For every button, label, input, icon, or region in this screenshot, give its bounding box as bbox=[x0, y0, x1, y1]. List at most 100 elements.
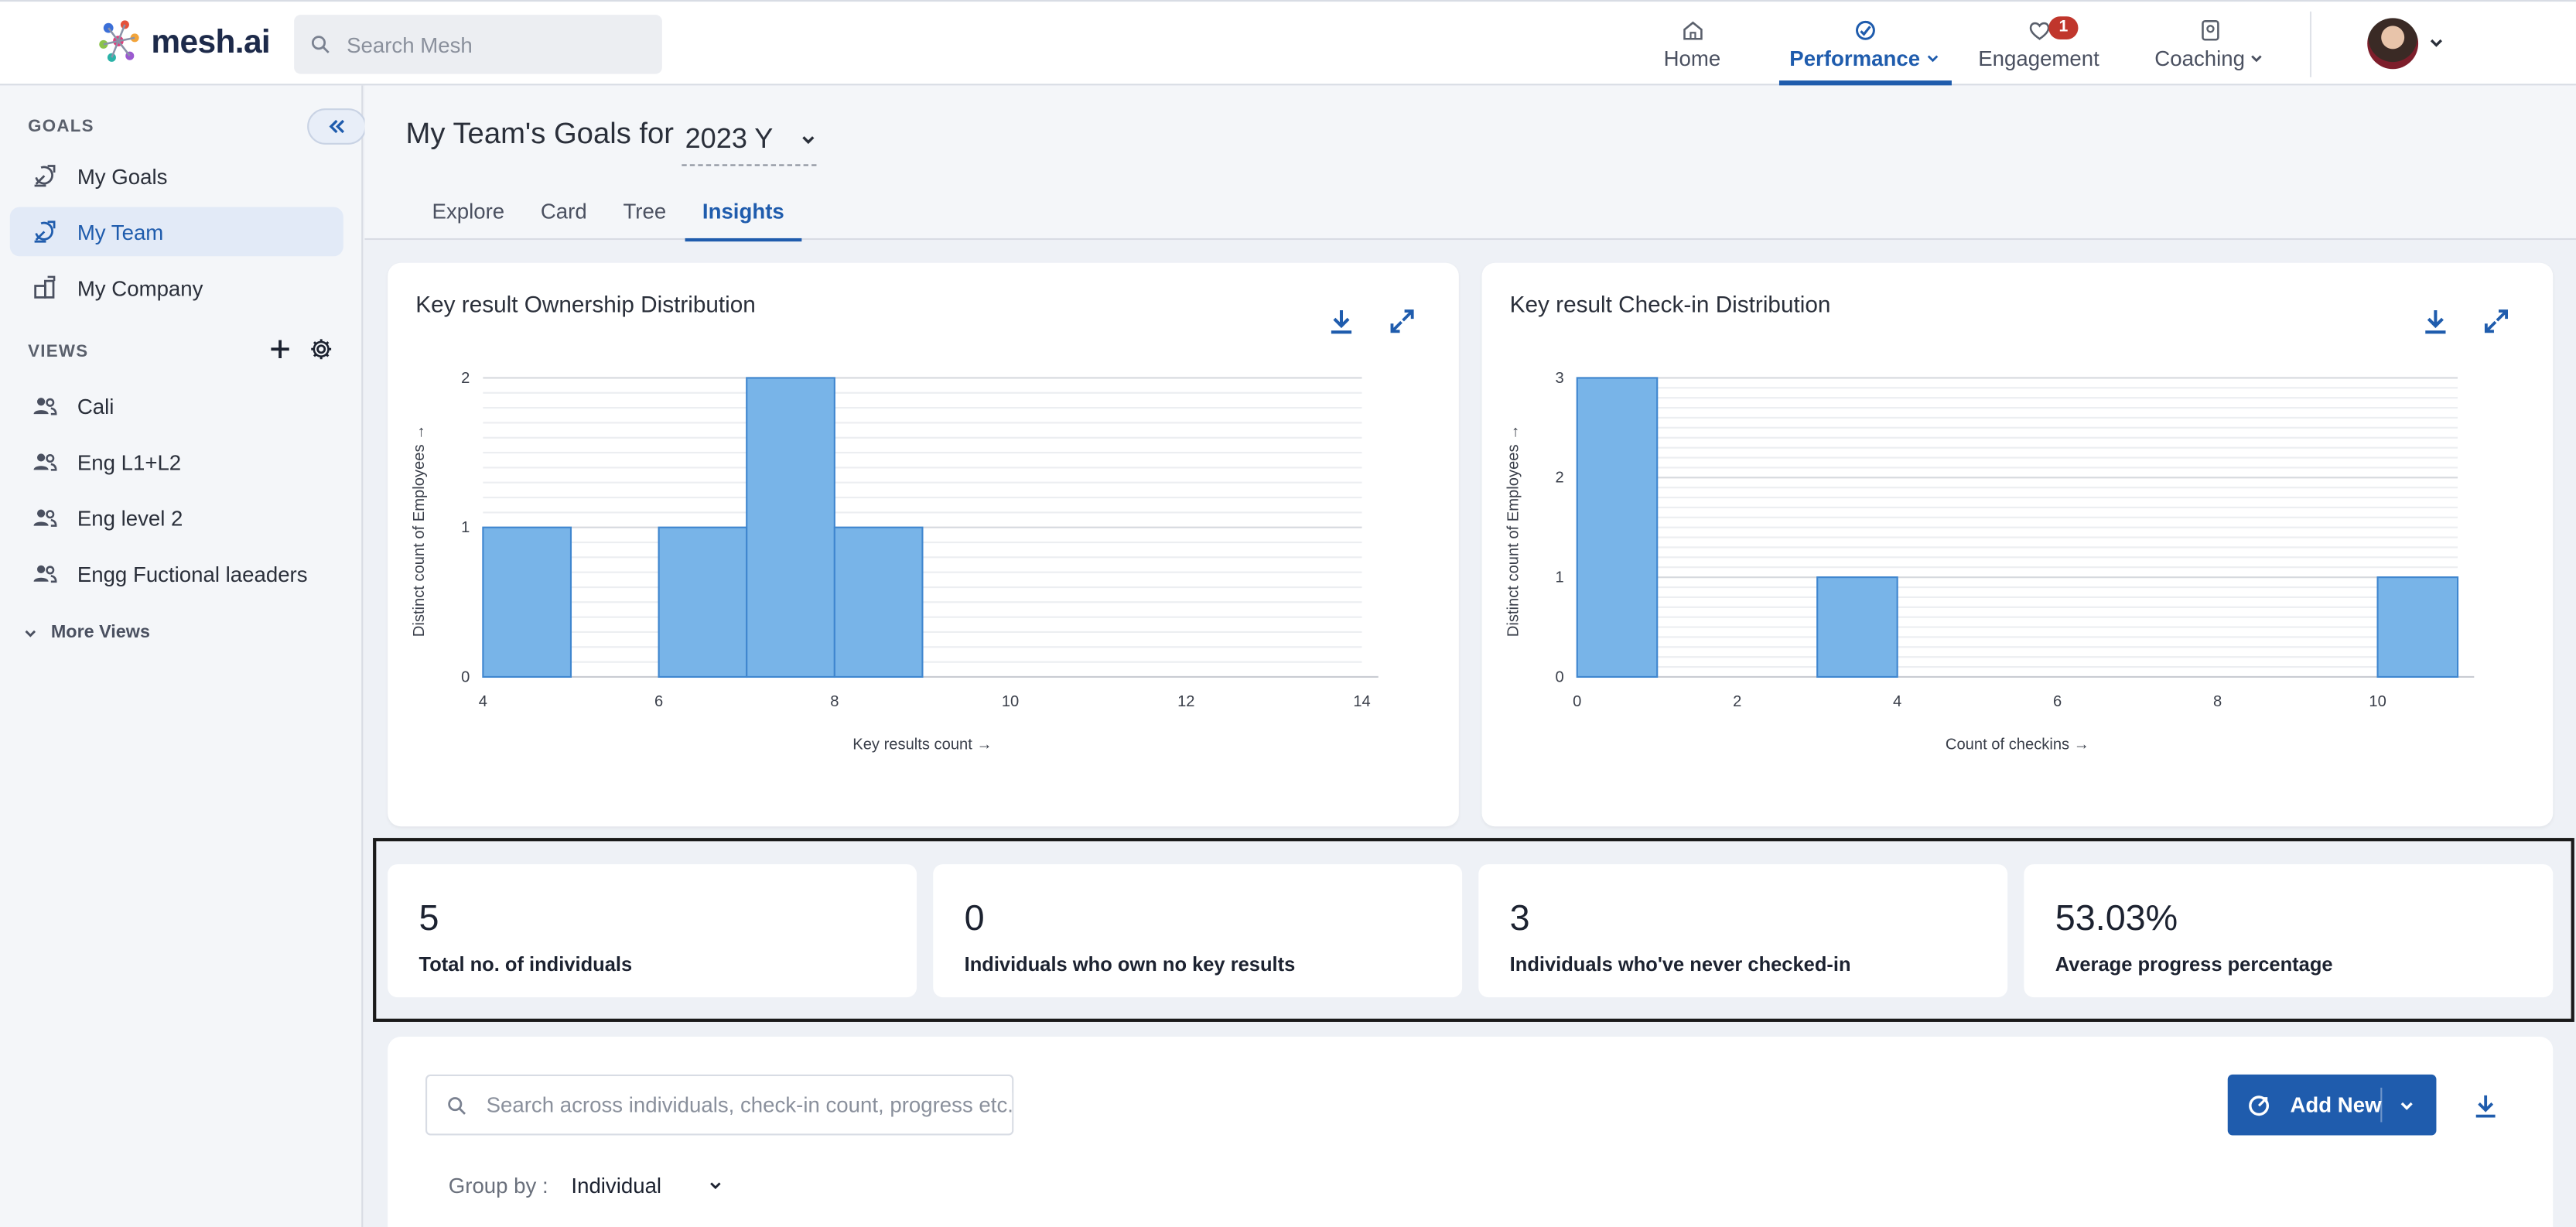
histogram-bar bbox=[482, 526, 572, 678]
sidebar-item-view-cali[interactable]: Cali bbox=[10, 381, 343, 431]
goals-section-label: GOALS bbox=[28, 116, 94, 137]
chevron-down-icon bbox=[2252, 55, 2263, 63]
sidebar-item-view-eng-l1-l2[interactable]: Eng L1+L2 bbox=[10, 437, 343, 487]
stat-label: Total no. of individuals bbox=[419, 952, 633, 976]
group-by-value: Individual bbox=[571, 1173, 662, 1198]
chart-title: Key result Ownership Distribution bbox=[415, 290, 756, 317]
chevron-down-icon bbox=[709, 1182, 720, 1190]
sidebar-item-my-company[interactable]: My Company bbox=[10, 263, 343, 313]
topbar-divider bbox=[2309, 11, 2312, 77]
more-views-label: More Views bbox=[50, 622, 150, 643]
sidebar-item-view-eng-level-2[interactable]: Eng level 2 bbox=[10, 493, 343, 542]
y-tick-label: 0 bbox=[1556, 668, 1564, 685]
tab-insights[interactable]: Insights bbox=[684, 186, 803, 242]
checkin-distribution-card: Key result Check-in Distribution 0 1 2 3 0 2 4… bbox=[1481, 262, 2554, 827]
button-divider bbox=[2380, 1087, 2383, 1123]
chevron-down-icon bbox=[25, 629, 36, 637]
y-tick-label: 1 bbox=[461, 519, 470, 536]
table-search-input[interactable] bbox=[486, 1092, 1013, 1118]
chevron-down-icon[interactable] bbox=[2399, 1098, 2415, 1114]
sidebar-item-label: Eng L1+L2 bbox=[77, 449, 182, 474]
download-icon[interactable] bbox=[1326, 306, 1357, 337]
table-search[interactable] bbox=[425, 1074, 1014, 1136]
stat-card-no-key-results: 0 Individuals who own no key results bbox=[933, 864, 1463, 998]
expand-icon[interactable] bbox=[2481, 306, 2512, 337]
checkin-distribution-chart: 0 1 2 3 0 2 4 6 8 10 Count of checkins → Distinct c… bbox=[1505, 370, 2475, 753]
double-chevron-left-icon bbox=[329, 119, 345, 134]
global-search-input[interactable] bbox=[347, 32, 643, 57]
stat-value: 0 bbox=[964, 897, 985, 938]
x-tick-label: 2 bbox=[1733, 693, 1741, 710]
year-select[interactable]: 2023 Y bbox=[682, 115, 817, 166]
download-icon[interactable] bbox=[2471, 1091, 2500, 1120]
nav-active-indicator bbox=[1778, 80, 1952, 86]
logo-text: mesh.ai bbox=[151, 23, 271, 60]
mesh-logo-icon bbox=[99, 20, 139, 62]
sidebar-item-label: Eng level 2 bbox=[77, 505, 183, 530]
search-icon bbox=[311, 36, 330, 53]
people-icon bbox=[33, 565, 57, 583]
more-views-toggle[interactable]: More Views bbox=[23, 623, 150, 642]
logo[interactable]: mesh.ai bbox=[95, 18, 271, 67]
download-icon[interactable] bbox=[2420, 306, 2451, 337]
tab-explore[interactable]: Explore bbox=[432, 198, 505, 224]
company-icon bbox=[34, 275, 56, 299]
goal-tabs: Explore Card Tree Insights bbox=[414, 186, 803, 242]
sidebar-item-label: Cali bbox=[77, 393, 114, 419]
group-by-control[interactable]: Group by : Individual bbox=[449, 1173, 723, 1198]
sidebar: GOALS My Goals My Team My Company VIEWS … bbox=[0, 85, 367, 1227]
group-by-label: Group by : bbox=[448, 1173, 548, 1198]
histogram-bar bbox=[658, 526, 748, 678]
stat-value: 3 bbox=[1509, 897, 1530, 938]
collapse-sidebar-button[interactable] bbox=[307, 108, 367, 145]
chevron-down-icon bbox=[1927, 55, 1938, 63]
tab-card[interactable]: Card bbox=[540, 198, 587, 224]
sidebar-item-my-goals[interactable]: My Goals bbox=[10, 151, 343, 200]
x-tick-label: 6 bbox=[654, 693, 663, 710]
page-header: My Team's Goals for 2023 Y Explore Card … bbox=[364, 85, 2576, 242]
sidebar-item-my-team[interactable]: My Team bbox=[9, 207, 343, 257]
chevron-down-icon[interactable] bbox=[2428, 35, 2444, 51]
histogram-bar bbox=[2376, 576, 2459, 678]
chevron-down-icon bbox=[801, 136, 814, 145]
individuals-table-panel: Add New Group by : Individual bbox=[388, 1037, 2554, 1227]
histogram-bar bbox=[1576, 377, 1659, 678]
views-section-label: VIEWS bbox=[28, 341, 89, 362]
avatar[interactable] bbox=[2367, 18, 2419, 70]
nav-engagement[interactable]: Engagement bbox=[1978, 2, 2099, 87]
nav-performance[interactable]: Performance bbox=[1789, 2, 1939, 87]
stat-value: 5 bbox=[419, 897, 439, 938]
add-view-icon[interactable] bbox=[268, 337, 292, 361]
nav-home[interactable]: Home bbox=[1662, 2, 1721, 87]
expand-icon[interactable] bbox=[1386, 306, 1417, 337]
x-tick-label: 8 bbox=[830, 693, 839, 710]
add-new-button[interactable]: Add New bbox=[2227, 1074, 2437, 1136]
stat-card-never-checked-in: 3 Individuals who've never checked-in bbox=[1478, 864, 2008, 998]
y-tick-label: 2 bbox=[461, 370, 470, 387]
x-tick-label: 4 bbox=[479, 693, 487, 710]
y-tick-label: 2 bbox=[1556, 470, 1564, 487]
page-title: My Team's Goals for bbox=[405, 116, 675, 150]
team-goal-icon bbox=[34, 220, 56, 243]
tab-tree[interactable]: Tree bbox=[623, 198, 667, 224]
global-search[interactable] bbox=[294, 15, 662, 74]
histogram-bar bbox=[833, 526, 924, 678]
sidebar-item-view-engg-functional-leaders[interactable]: Engg Fuctional laeaders bbox=[10, 549, 343, 598]
x-tick-label: 8 bbox=[2213, 693, 2222, 710]
engagement-icon bbox=[2028, 22, 2049, 40]
x-tick-label: 0 bbox=[1573, 693, 1581, 710]
x-tick-label: 14 bbox=[1353, 693, 1370, 710]
stat-card-average-progress: 53.03% Average progress percentage bbox=[2024, 864, 2554, 998]
histogram-bar bbox=[746, 377, 835, 678]
gear-icon[interactable] bbox=[309, 337, 333, 361]
nav-coaching[interactable]: Coaching bbox=[2154, 2, 2263, 87]
y-axis-label: Distinct count of Employees → bbox=[1505, 425, 1522, 637]
nav-engagement-label: Engagement bbox=[1978, 46, 2099, 71]
goal-target-icon bbox=[2249, 1095, 2270, 1116]
stat-card-total-individuals: 5 Total no. of individuals bbox=[388, 864, 917, 998]
performance-icon bbox=[1854, 20, 1874, 40]
year-select-value: 2023 Y bbox=[685, 123, 774, 155]
people-icon bbox=[33, 398, 57, 415]
